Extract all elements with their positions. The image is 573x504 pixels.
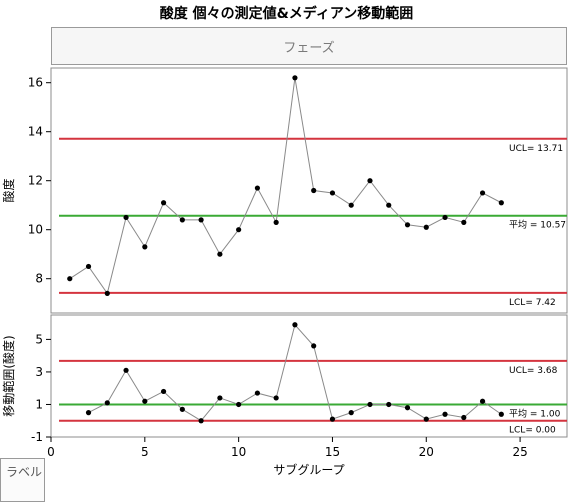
data-point (386, 202, 392, 208)
y-axis-label: 移動範囲(酸度) (1, 335, 16, 416)
data-point (423, 416, 429, 422)
moving-range-series-line (88, 323, 502, 422)
y-tick-label: 5 (35, 332, 43, 346)
x-tick-label: 25 (512, 445, 527, 459)
label-button-text: ラベル (6, 465, 43, 479)
phase-label: フェーズ (283, 40, 335, 56)
data-point (160, 200, 167, 206)
y-tick-label: 12 (28, 174, 43, 188)
data-point (123, 367, 129, 373)
data-point (442, 411, 448, 417)
data-point (160, 388, 167, 395)
data-point (479, 398, 486, 404)
data-point (67, 276, 73, 282)
data-point (404, 222, 411, 228)
data-point (104, 400, 110, 406)
data-point (236, 227, 242, 233)
data-point (198, 418, 204, 424)
data-point (217, 251, 223, 257)
limit-label: LCL= 0.00 (509, 426, 556, 436)
data-point (254, 390, 260, 396)
data-point (217, 395, 223, 401)
y-tick-label: -1 (31, 430, 43, 444)
data-point (198, 217, 204, 223)
x-tick-label: 5 (141, 445, 149, 459)
label-drop-zone[interactable]: ラベル (0, 458, 45, 502)
y-tick-label: 10 (28, 223, 43, 237)
data-point (123, 214, 129, 221)
limit-label: LCL= 7.42 (509, 298, 556, 308)
limit-label: UCL= 3.68 (509, 366, 558, 376)
data-point (311, 187, 317, 194)
x-tick-label: 0 (47, 445, 55, 459)
data-point (498, 411, 504, 417)
data-point (273, 395, 279, 401)
data-point (479, 190, 486, 196)
moving-range-panel: -1 1 3 5 移動範囲(酸度) UCL= 3.68 平均 = 1.00 LCL= 0.00… (1, 314, 568, 477)
data-point (461, 414, 467, 421)
individuals-series-line (69, 77, 502, 295)
x-tick-label: 15 (325, 445, 340, 459)
individuals-panel: 8 10 12 14 16 酸度 UCL= 13.71 平均 = 10.57 LCL= 7.42 (1, 67, 568, 314)
y-tick-label: 3 (35, 365, 43, 379)
data-point (367, 178, 373, 184)
data-point (498, 200, 504, 206)
y-tick-label: 14 (28, 125, 43, 139)
data-point (142, 398, 148, 404)
data-point (236, 401, 242, 408)
y-tick-label: 1 (35, 397, 43, 411)
data-point (273, 219, 279, 225)
data-point (329, 416, 336, 422)
limit-label: UCL= 13.71 (509, 144, 563, 154)
y-tick-label: 8 (35, 272, 43, 286)
data-point (367, 401, 373, 408)
individuals-frame (50, 67, 568, 314)
data-point (254, 185, 260, 191)
x-tick-label: 10 (231, 445, 246, 459)
data-point (142, 244, 148, 250)
y-tick-label: 16 (28, 76, 43, 90)
chart-title: 酸度 個々の測定値&メディアン移動範囲 (159, 6, 414, 22)
phase-drop-zone[interactable]: フェーズ (51, 27, 567, 65)
data-point (85, 263, 92, 270)
x-tick-label: 20 (419, 445, 434, 459)
data-point (179, 406, 185, 412)
data-point (348, 410, 354, 416)
data-point (442, 214, 448, 221)
data-point (461, 219, 467, 225)
y-axis-label: 酸度 (1, 178, 16, 202)
data-point (329, 190, 336, 196)
data-point (348, 202, 354, 208)
data-point (292, 75, 298, 81)
data-point (85, 410, 92, 416)
x-axis-label: サブグループ (273, 462, 344, 477)
data-point (386, 401, 392, 408)
limit-label: 平均 = 10.57 (509, 219, 566, 231)
moving-range-frame (50, 314, 568, 438)
data-point (404, 405, 411, 411)
data-point (423, 224, 429, 230)
data-point (179, 217, 185, 223)
data-point (311, 343, 317, 349)
data-point (292, 322, 298, 328)
data-point (104, 290, 110, 296)
limit-label: 平均 = 1.00 (509, 407, 561, 419)
